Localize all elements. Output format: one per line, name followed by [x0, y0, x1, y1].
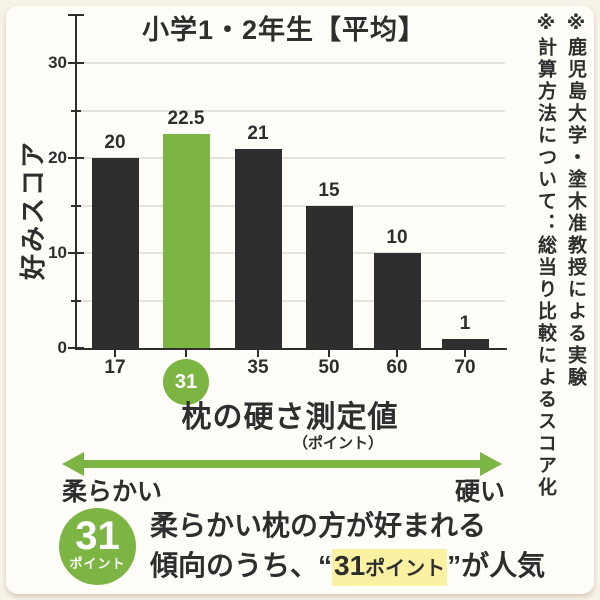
y-tick-label-10: 10 [48, 243, 67, 262]
x-tick-60 [396, 350, 398, 357]
x-tick-label-17: 17 [104, 357, 126, 378]
bar-value-31: 22.5 [167, 108, 205, 130]
footnotes: ※鹿児島大学・塗木准教授による実験 ※計算方法について：総当り比較によるスコア化 [530, 12, 590, 499]
callout-line2-suffix: が人気 [461, 550, 546, 581]
plot-area: 0 10 20 30 20 17 22.5 31 21 35 15 50 10 60 1 70 [48, 14, 507, 405]
y-tick-10 [68, 252, 84, 254]
gridline-25 [77, 109, 505, 112]
x-tick-17 [114, 350, 116, 357]
x-tick-35 [257, 350, 259, 357]
bar-50 [305, 205, 353, 348]
callout-line2-prefix: 傾向のうち、 [150, 550, 319, 581]
y-axis-top-tick [68, 14, 84, 16]
bar-31 [162, 134, 210, 348]
y-tick-5 [71, 299, 81, 302]
y-tick-label-0: 0 [57, 338, 67, 357]
bar-17 [91, 158, 139, 348]
footnote-experiment: ※鹿児島大学・塗木准教授による実験 [565, 12, 586, 389]
x-tick-label-35: 35 [247, 357, 269, 378]
callout-text: 柔らかい枕の方が好まれる 傾向のうち、“31ポイント”が人気 [150, 507, 582, 590]
gridline-10 [77, 252, 505, 254]
bar-70 [441, 338, 489, 348]
y-tick-0 [68, 347, 84, 349]
y-tick-25 [71, 109, 81, 112]
gridline-15 [77, 204, 505, 207]
quote-close: ” [447, 550, 462, 581]
x-axis-label: 枕の硬さ測定値 [181, 401, 399, 434]
highlight-value: 31 [334, 550, 366, 581]
scale-soft-label: 柔らかい [62, 478, 163, 506]
scale-hard-label: 硬い [454, 478, 505, 506]
bar-value-17: 20 [104, 132, 126, 153]
bar-value-60: 10 [386, 227, 408, 248]
y-tick-label-20: 20 [48, 148, 67, 167]
x-tick-highlight-circle: 31 [163, 359, 209, 405]
x-tick-label-50: 50 [318, 357, 340, 378]
highlight-unit: ポイント [365, 558, 446, 580]
callout-line2: 傾向のうち、“31ポイント”が人気 [150, 545, 582, 590]
gridline-20 [77, 157, 505, 159]
x-tick-31 [185, 350, 187, 357]
y-tick-label-30: 30 [48, 53, 67, 72]
bar-35 [234, 148, 282, 348]
gridline-30 [77, 62, 505, 64]
quote-open: “ [318, 550, 333, 581]
y-tick-20 [68, 157, 84, 159]
arrow-right-head-icon [480, 452, 502, 476]
y-tick-30 [68, 62, 84, 64]
footnote-method: ※計算方法について：総当り比較によるスコア化 [535, 12, 556, 499]
bar-value-50: 15 [318, 179, 340, 201]
callout-line1: 柔らかい枕の方が好まれる [150, 510, 487, 541]
x-tick-70 [464, 350, 466, 357]
bar-value-70: 1 [459, 312, 471, 334]
x-tick-label-60: 60 [386, 357, 408, 378]
points-badge: 31 ポイント [59, 508, 136, 585]
y-axis-label: 好みスコア [18, 140, 48, 281]
x-tick-50 [328, 350, 330, 357]
bar-value-35: 21 [247, 122, 269, 144]
arrow-left-head-icon [62, 452, 84, 476]
arrow-shaft [78, 460, 486, 468]
badge-unit: ポイント [69, 556, 126, 571]
chart-title: 小学1・2年生【平均】 [141, 15, 427, 45]
figure-card: 小学1・2年生【平均】 好みスコア 0 10 20 30 20 17 22.5 31 21 35 1… [6, 6, 594, 594]
highlighted-phrase: 31ポイント [332, 549, 448, 586]
x-tick-label-70: 70 [454, 357, 476, 378]
softness-scale-arrow [62, 452, 502, 476]
badge-value: 31 [75, 514, 120, 558]
x-axis-unit: （ポイント） [292, 435, 383, 452]
y-tick-15 [71, 204, 81, 207]
bar-60 [373, 253, 421, 348]
gridline-5 [77, 299, 505, 302]
